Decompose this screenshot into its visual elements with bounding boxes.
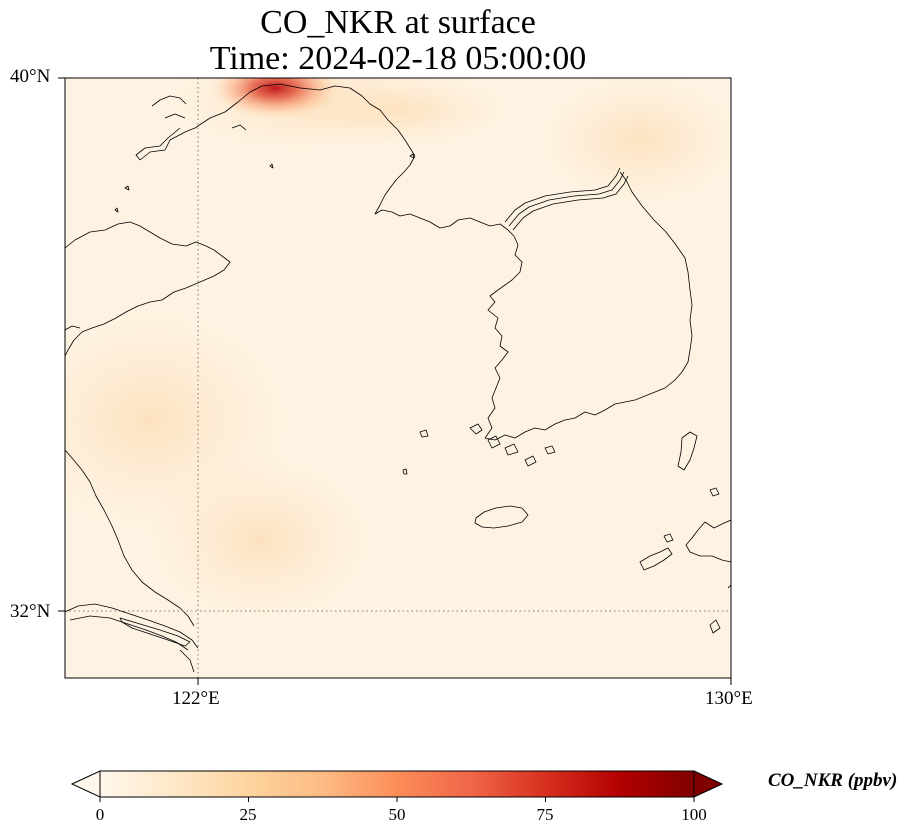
concentration-field bbox=[65, 78, 731, 678]
lon-label-122e: 122°E bbox=[172, 688, 220, 709]
colorbar-tick-100: 100 bbox=[681, 805, 707, 824]
co-hotspot bbox=[210, 78, 340, 118]
map-frame bbox=[64, 77, 732, 679]
gridlines bbox=[65, 78, 731, 678]
colorbar-tick-50: 50 bbox=[388, 805, 406, 824]
lat-label-32n: 32°N bbox=[10, 601, 51, 622]
colorbar-max-extend bbox=[693, 770, 724, 798]
lon-label-130e: 130°E bbox=[705, 688, 753, 709]
map-time-label: Time: 2024-02-18 05:00:00 bbox=[209, 40, 587, 77]
colorbar-min-extend bbox=[70, 770, 101, 798]
axis-ticks bbox=[58, 77, 732, 685]
map-title: CO_NKR at surface bbox=[260, 4, 536, 41]
colorbar-label: CO_NKR (ppbv) bbox=[768, 770, 898, 791]
colorbar bbox=[70, 770, 724, 802]
lat-label-40n: 40°N bbox=[10, 66, 51, 87]
coastlines bbox=[65, 83, 731, 673]
colorbar-gradient bbox=[100, 771, 694, 797]
colorbar-tick-75: 75 bbox=[536, 805, 554, 824]
colorbar-tick-25: 25 bbox=[239, 805, 257, 824]
colorbar-tick-0: 0 bbox=[95, 805, 105, 824]
